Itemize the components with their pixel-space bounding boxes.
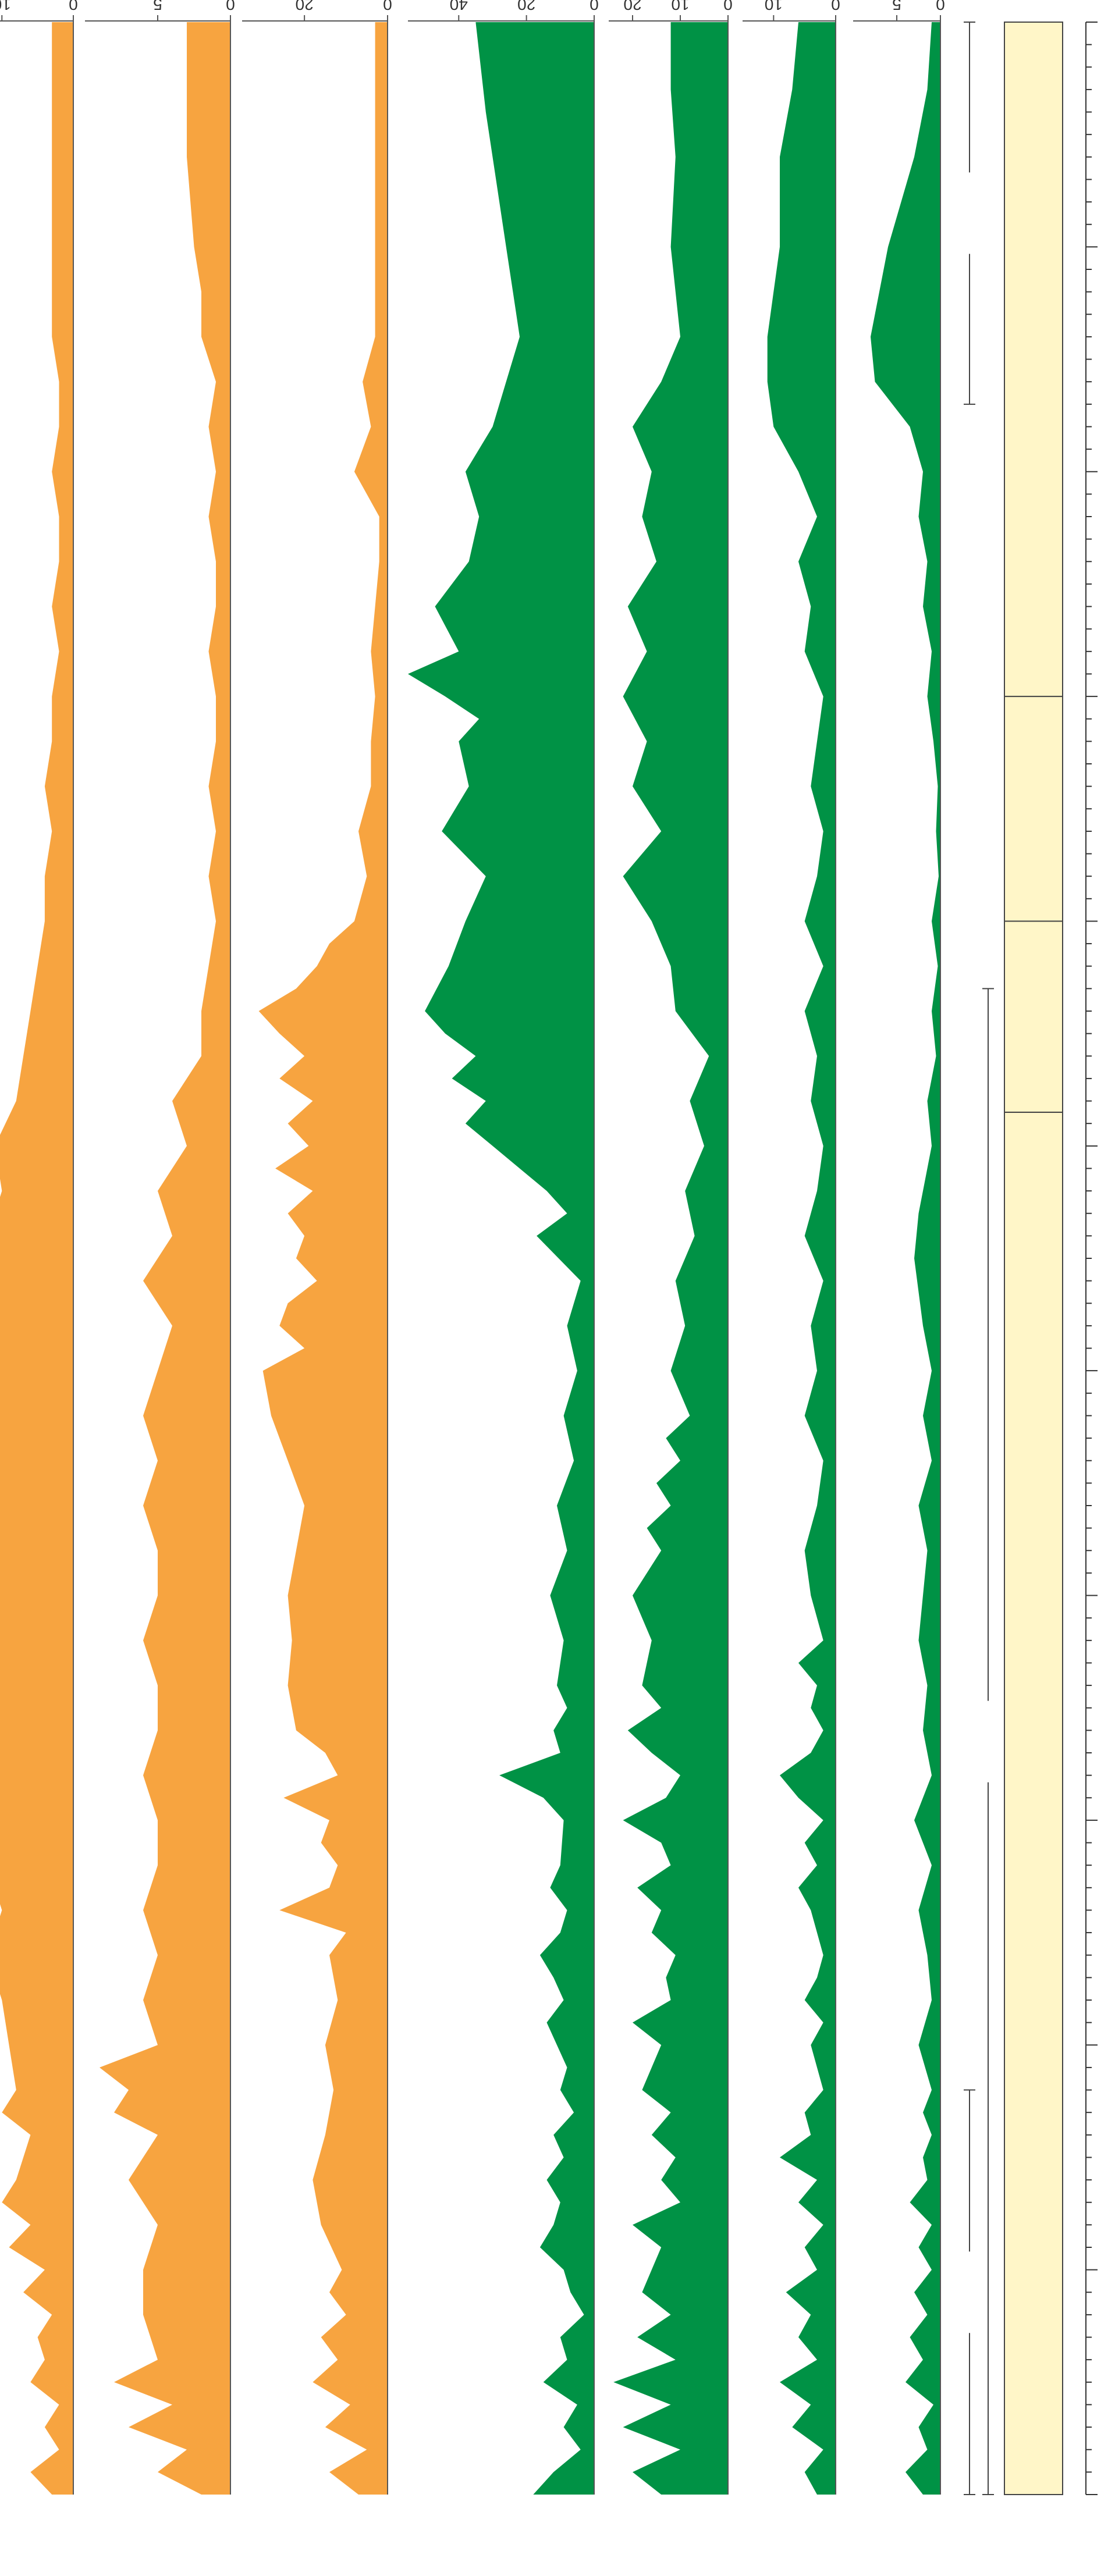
pollen-tick-label: 10 [765,0,783,13]
pollen-tick-label: 0 [831,0,840,13]
pollen-tick-label: 0 [590,0,599,13]
pollen-tick-label: 0 [383,0,392,13]
pollen-tick-label: 0 [69,0,78,13]
pollen-area [0,22,73,2495]
pollen-tick-label: 0 [723,0,733,13]
pollen-panel: 0 20 40 [408,0,599,2495]
pollen-area [613,22,728,2495]
pollen-area [871,22,940,2495]
pollen-area [100,22,230,2495]
pollen-tick-label: 0 [226,0,235,13]
figure-root: 0501001020020400200501020051001020050204… [0,0,1098,2495]
historical-range-label-bg [981,1700,995,1782]
time-axis [1085,22,1098,2495]
pollen-area [258,22,388,2495]
historical-phase-block [1004,696,1063,922]
pollen-tick-label: 10 [671,0,689,13]
pollen-tick-label: 5 [153,0,162,13]
pollen-tick-label: 10 [0,0,11,13]
historical-phase-block [1004,920,1063,1113]
pollen-tick-label: 0 [936,0,945,13]
pollen-tick-label: 20 [517,0,535,13]
pollen-tick-label: 40 [450,0,468,13]
historical-phase-block [1004,21,1063,698]
pollen-tick-label: 20 [296,0,314,13]
pollen-panel: 0 20 [242,0,392,2495]
pollen-area [408,22,594,2495]
pollen-panel: 05 [85,0,235,2495]
historical-range-label-bg [963,2251,976,2333]
pollen-tick-label: 20 [623,0,641,13]
pollen-panel: 0 10 20 [609,0,733,2495]
historical-phase-block [1004,1111,1063,2495]
pollen-area [767,22,836,2495]
pollen-panel: 0 10 [743,0,840,2495]
historical-phases [963,21,1063,2495]
historical-range-label-bg [963,172,976,254]
pollen-panel: 05 [853,0,945,2495]
pollen-tick-label: 5 [892,0,901,13]
